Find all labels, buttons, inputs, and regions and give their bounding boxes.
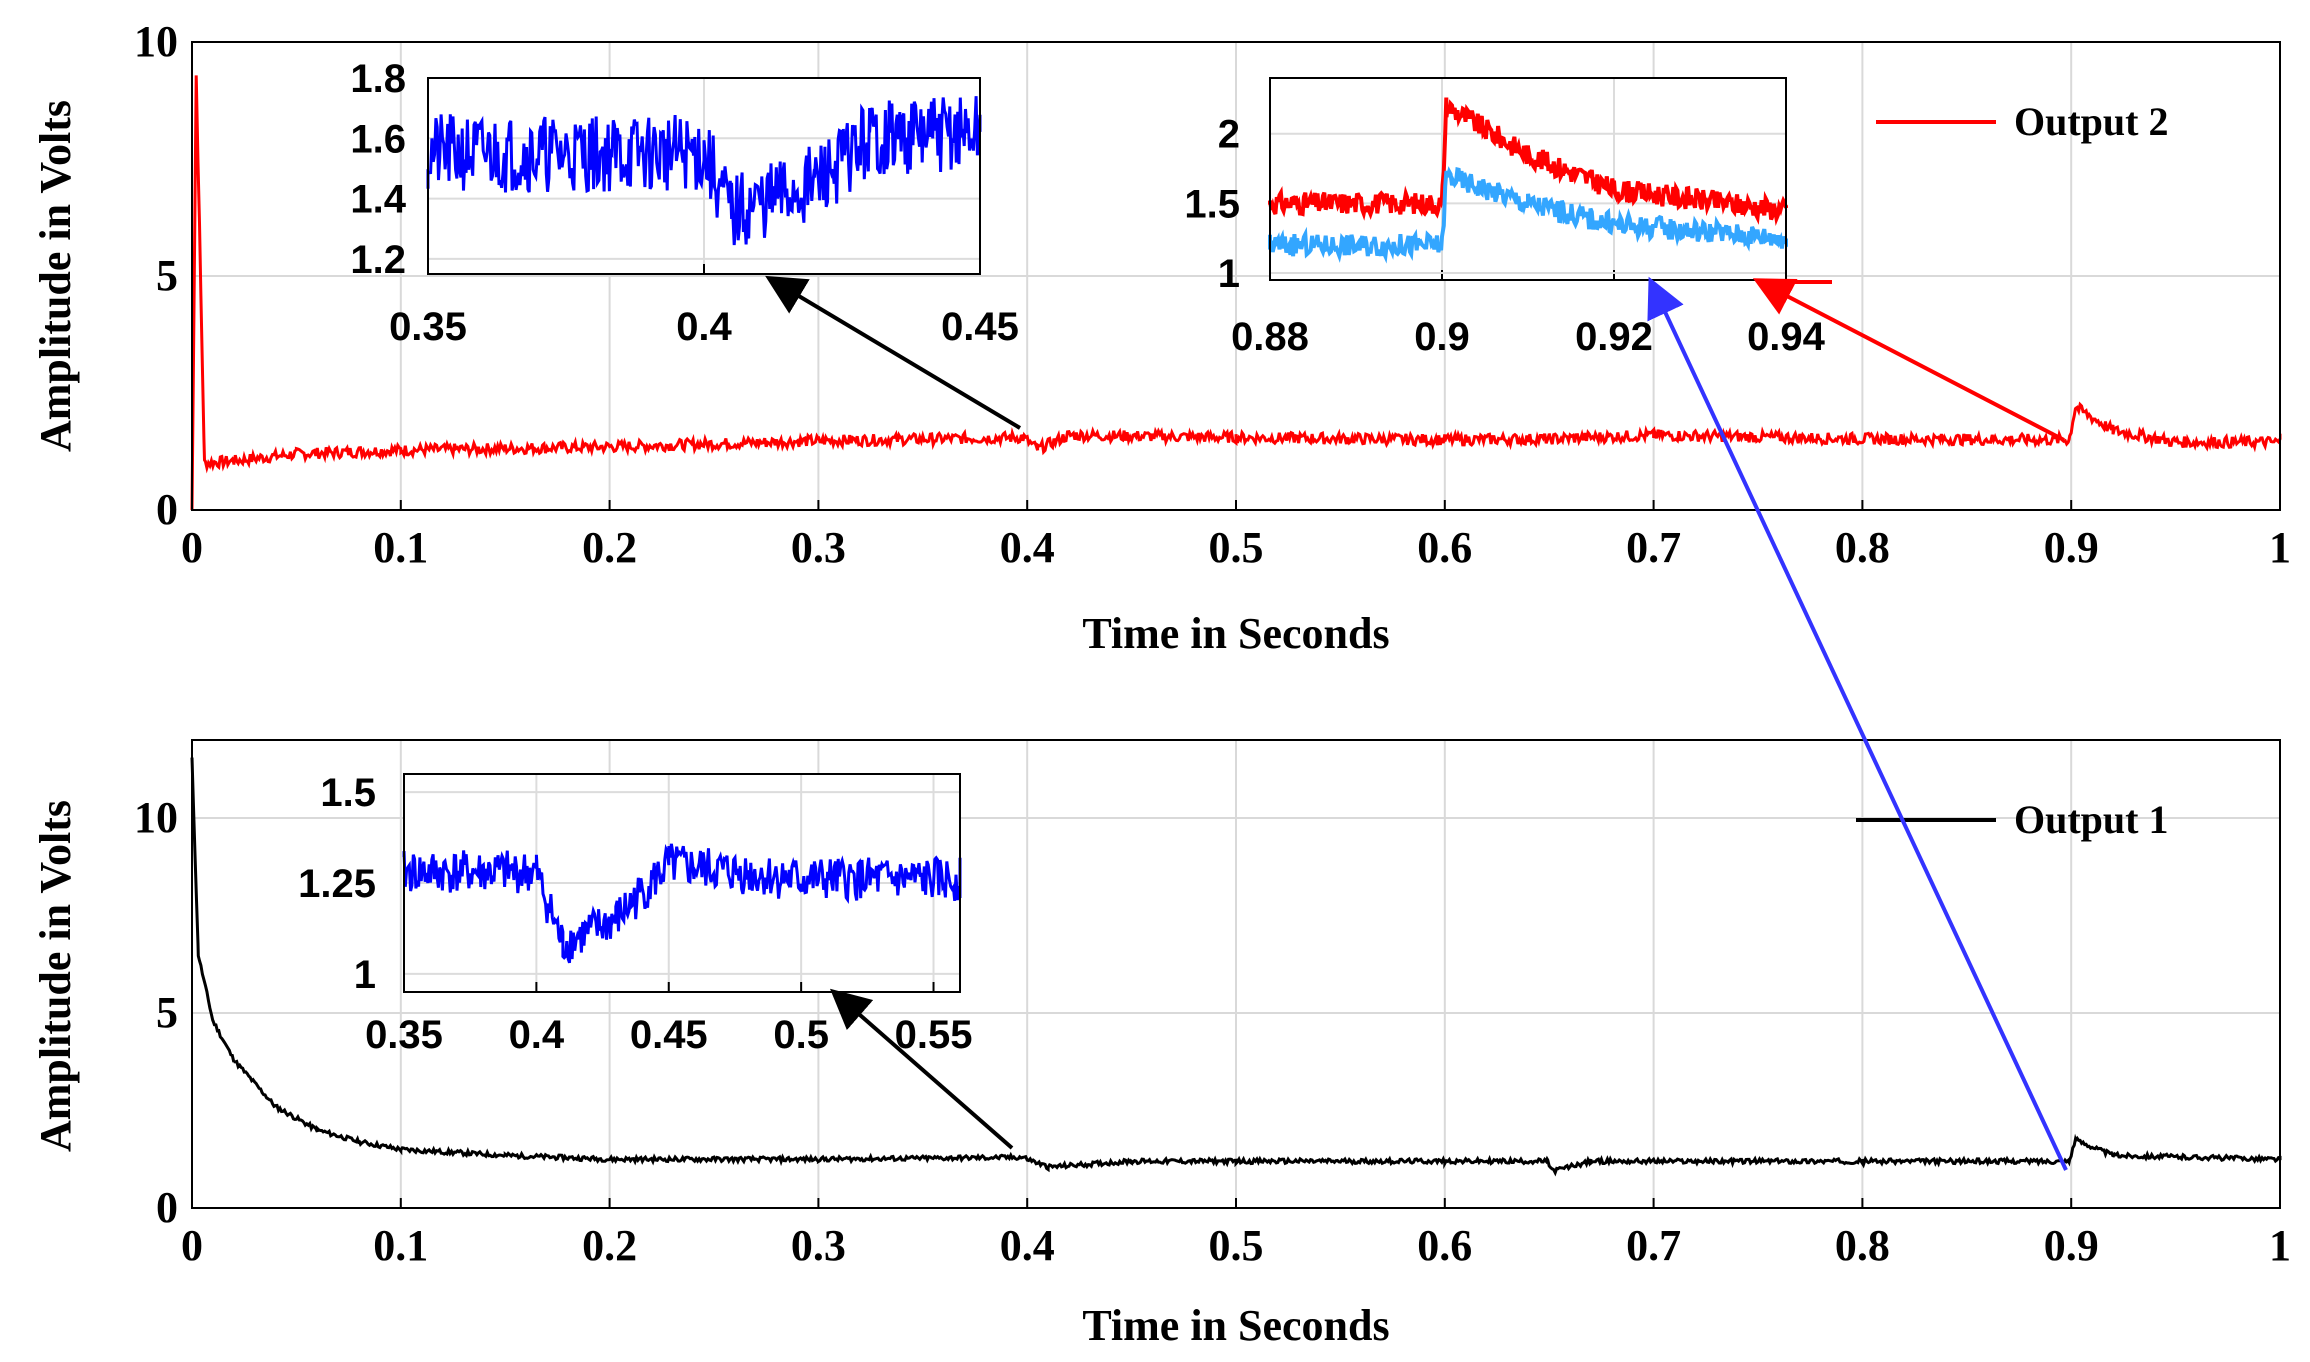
top-inset-1-y-ticks: 1.2 1.4 1.6 1.8 xyxy=(350,57,406,282)
top-axes-frame xyxy=(191,41,2281,511)
arrow-bottom-inset-1 xyxy=(829,988,1014,1150)
bottom-inset-1-series xyxy=(402,843,962,964)
y-tick-label: 10 xyxy=(134,793,178,842)
x-tick-label: 0.45 xyxy=(630,1013,708,1057)
x-tick-label: 0.9 xyxy=(1414,315,1470,359)
bottom-x-tick-labels: 0 0.1 0.2 0.3 0.4 0.5 0.6 0.7 0.8 0.9 1 xyxy=(181,1221,2291,1270)
top-panel: 0 0.1 0.2 0.3 0.4 0.5 0.6 0.7 0.8 0.9 1 0 5 10 Time … xyxy=(31,17,2291,658)
x-tick-label: 0.45 xyxy=(941,305,1019,349)
x-tick-label: 0.88 xyxy=(1231,315,1309,359)
y-tick-label: 5 xyxy=(156,251,178,300)
top-inset-2-x-ticks: 0.88 0.9 0.92 0.94 xyxy=(1231,315,1826,359)
top-inset-1-frame xyxy=(427,77,981,275)
top-inset-2-frame xyxy=(1269,77,1787,281)
y-tick-label: 1.5 xyxy=(320,771,376,815)
bottom-y-tick-labels: 0 5 10 xyxy=(134,793,178,1232)
x-tick-label: 0.4 xyxy=(676,305,732,349)
y-tick-label: 1 xyxy=(354,953,376,997)
y-tick-label: 2 xyxy=(1218,113,1240,157)
top-x-tick-labels: 0 0.1 0.2 0.3 0.4 0.5 0.6 0.7 0.8 0.9 1 xyxy=(181,523,2291,572)
inset-series-output-1 xyxy=(1268,166,1788,264)
bottom-inset-1-y-ticks: 1 1.25 1.5 xyxy=(298,771,376,997)
x-tick-label: 0.35 xyxy=(365,1013,443,1057)
y-tick-label: 1.5 xyxy=(1184,182,1240,226)
y-tick-label: 1.8 xyxy=(350,57,406,101)
x-tick-label: 1 xyxy=(2269,1221,2291,1270)
top-inset-1-series xyxy=(426,96,982,246)
y-tick-label: 10 xyxy=(134,17,178,66)
y-tick-label: 5 xyxy=(156,988,178,1037)
top-y-tick-labels: 0 5 10 xyxy=(134,17,178,534)
top-inset-2: 0.88 0.9 0.92 0.94 11.52 xyxy=(1184,77,1826,359)
x-tick-label: 0.5 xyxy=(1209,523,1264,572)
top-series-layer xyxy=(190,75,2282,510)
x-tick-label: 0.4 xyxy=(1000,1221,1055,1270)
y-tick-label: 1 xyxy=(1218,252,1240,296)
top-inset-1-x-ticks: 0.35 0.4 0.45 xyxy=(389,305,1019,349)
y-tick-label: 1.4 xyxy=(350,178,406,222)
x-tick-label: 0.92 xyxy=(1575,315,1653,359)
x-tick-label: 0.4 xyxy=(509,1013,565,1057)
x-tick-label: 0.2 xyxy=(582,523,637,572)
x-tick-label: 0.4 xyxy=(1000,523,1055,572)
x-tick-label: 0.1 xyxy=(373,1221,428,1270)
annotation-arrows xyxy=(765,275,2068,1171)
top-legend: Output 2 xyxy=(1876,99,2169,144)
inset-series-zoom xyxy=(402,843,962,964)
series-output-1 xyxy=(190,757,2282,1177)
x-tick-label: 0.9 xyxy=(2044,1221,2099,1270)
bottom-x-axis-label: Time in Seconds xyxy=(1082,1301,1389,1350)
x-tick-label: 0.8 xyxy=(1835,523,1890,572)
x-tick-label: 0.5 xyxy=(773,1013,829,1057)
x-tick-label: 0.5 xyxy=(1209,1221,1264,1270)
y-tick-label: 1.25 xyxy=(298,862,376,906)
x-tick-label: 0.3 xyxy=(791,1221,846,1270)
bottom-legend-label: Output 1 xyxy=(2014,797,2169,842)
x-tick-label: 0.6 xyxy=(1417,523,1472,572)
top-inset-2-series xyxy=(1268,97,1788,264)
top-inset-2-y-ticks: 11.52 xyxy=(1184,113,1240,296)
top-legend-label: Output 2 xyxy=(2014,99,2169,144)
x-tick-label: 0.55 xyxy=(895,1013,973,1057)
bottom-inset-1-x-ticks: 0.35 0.4 0.45 0.5 0.55 xyxy=(365,1013,972,1057)
inset-series-output-2 xyxy=(1268,97,1788,227)
x-tick-label: 0.2 xyxy=(582,1221,637,1270)
top-y-axis-label: Amplitude in Volts xyxy=(31,100,80,452)
y-tick-label: 0 xyxy=(156,1183,178,1232)
bottom-legend: Output 1 xyxy=(1856,797,2169,842)
x-tick-label: 0.3 xyxy=(791,523,846,572)
arrow-bottom-to-top-inset-2-blue xyxy=(1647,276,2068,1171)
y-tick-label: 0 xyxy=(156,485,178,534)
x-tick-label: 0 xyxy=(181,523,203,572)
y-tick-label: 1.2 xyxy=(350,238,406,282)
x-tick-label: 0.9 xyxy=(2044,523,2099,572)
bottom-series-layer xyxy=(190,757,2282,1177)
x-tick-label: 0.35 xyxy=(389,305,467,349)
x-tick-label: 1 xyxy=(2269,523,2291,572)
top-x-axis-label: Time in Seconds xyxy=(1082,609,1389,658)
bottom-inset-1-frame xyxy=(403,773,961,993)
x-tick-label: 0 xyxy=(181,1221,203,1270)
x-tick-label: 0.8 xyxy=(1835,1221,1890,1270)
y-tick-label: 1.6 xyxy=(350,117,406,161)
inset-series-zoom xyxy=(426,96,982,246)
bottom-inset-1: 0.35 0.4 0.45 0.5 0.55 1 1.25 1.5 xyxy=(298,771,972,1057)
x-tick-label: 0.7 xyxy=(1626,1221,1681,1270)
series-output-2 xyxy=(190,75,2282,510)
bottom-axes-frame xyxy=(191,739,2281,1209)
bottom-y-axis-label: Amplitude in Volts xyxy=(31,800,80,1152)
x-tick-label: 0.7 xyxy=(1626,523,1681,572)
arrow-top-inset-2-red xyxy=(1752,278,2065,442)
x-tick-label: 0.94 xyxy=(1747,315,1826,359)
bottom-panel: 0 0.1 0.2 0.3 0.4 0.5 0.6 0.7 0.8 0.9 1 0 5 10 Time … xyxy=(31,739,2291,1350)
x-tick-label: 0.6 xyxy=(1417,1221,1472,1270)
arrow-top-inset-1 xyxy=(765,275,1022,430)
top-inset-1: 0.35 0.4 0.45 1.2 1.4 1.6 1.8 xyxy=(350,57,1019,349)
x-tick-label: 0.1 xyxy=(373,523,428,572)
